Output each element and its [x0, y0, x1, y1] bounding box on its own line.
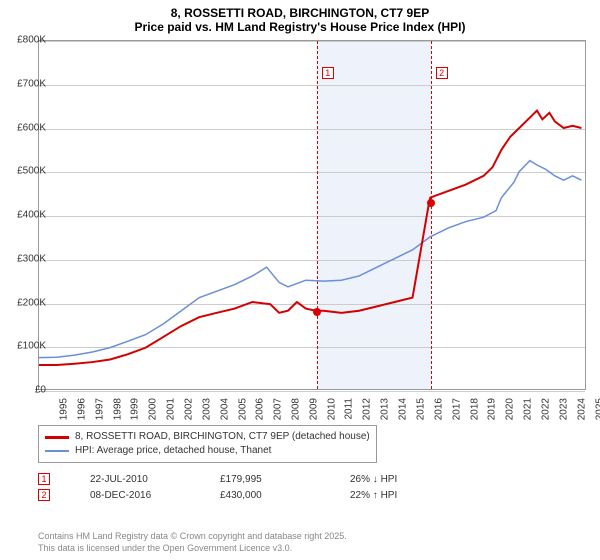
- x-axis-label: 2003: [201, 398, 212, 420]
- attribution-line2: This data is licensed under the Open Gov…: [38, 542, 347, 554]
- x-axis-label: 1997: [94, 398, 105, 420]
- legend-block: 8, ROSSETTI ROAD, BIRCHINGTON, CT7 9EP (…: [38, 425, 586, 505]
- x-axis-label: 2002: [183, 398, 194, 420]
- sale-marker-1: 1: [38, 473, 50, 485]
- legend-swatch-1: [45, 436, 69, 439]
- x-axis-label: 2013: [380, 398, 391, 420]
- sale-marker-2: 2: [38, 489, 50, 501]
- x-axis-label: 2009: [308, 398, 319, 420]
- x-axis-label: 2025: [594, 398, 600, 420]
- x-axis-label: 2014: [397, 398, 408, 420]
- legend-label-1: 8, ROSSETTI ROAD, BIRCHINGTON, CT7 9EP (…: [75, 430, 370, 444]
- x-axis-label: 2001: [165, 398, 176, 420]
- x-axis-label: 2022: [540, 398, 551, 420]
- y-axis-label: £700K: [6, 78, 46, 89]
- x-axis-label: 2006: [255, 398, 266, 420]
- x-axis-label: 2011: [343, 398, 354, 420]
- y-axis-label: £200K: [6, 297, 46, 308]
- x-axis-label: 2024: [576, 398, 587, 420]
- x-axis-label: 2016: [433, 398, 444, 420]
- x-axis-label: 1995: [58, 398, 69, 420]
- x-axis-label: 2018: [469, 398, 480, 420]
- attribution: Contains HM Land Registry data © Crown c…: [38, 530, 347, 554]
- x-axis-label: 1996: [76, 398, 87, 420]
- y-axis-label: £300K: [6, 253, 46, 264]
- x-axis-label: 2023: [558, 398, 569, 420]
- y-axis-label: £500K: [6, 166, 46, 177]
- x-axis-label: 2015: [415, 398, 426, 420]
- x-axis-label: 2012: [362, 398, 373, 420]
- x-axis-label: 2008: [290, 398, 301, 420]
- x-axis-label: 1999: [130, 398, 141, 420]
- chart-title-line2: Price paid vs. HM Land Registry's House …: [0, 20, 600, 34]
- legend-box: 8, ROSSETTI ROAD, BIRCHINGTON, CT7 9EP (…: [38, 425, 377, 463]
- x-axis-label: 2021: [522, 398, 533, 420]
- x-axis-label: 2007: [272, 398, 283, 420]
- x-axis-label: 2019: [487, 398, 498, 420]
- price-marker-dot: [427, 199, 435, 207]
- y-axis-label: £100K: [6, 341, 46, 352]
- x-axis-label: 2020: [505, 398, 516, 420]
- y-axis-label: £0: [6, 385, 46, 396]
- sale-price-1: £179,995: [220, 474, 350, 485]
- x-axis-label: 2005: [237, 398, 248, 420]
- x-axis-label: 1998: [112, 398, 123, 420]
- x-axis-label: 2004: [219, 398, 230, 420]
- attribution-line1: Contains HM Land Registry data © Crown c…: [38, 530, 347, 542]
- y-axis-label: £600K: [6, 122, 46, 133]
- chart-title-line1: 8, ROSSETTI ROAD, BIRCHINGTON, CT7 9EP: [0, 6, 600, 20]
- sale-delta-2: 22% ↑ HPI: [350, 490, 480, 501]
- x-axis-label: 2010: [326, 398, 337, 420]
- sale-date-1: 22-JUL-2010: [90, 474, 220, 485]
- x-axis-label: 2000: [148, 398, 159, 420]
- sale-date-2: 08-DEC-2016: [90, 490, 220, 501]
- sales-table: 1 22-JUL-2010 £179,995 26% ↓ HPI 2 08-DE…: [38, 473, 586, 501]
- chart-plot-area: 12: [38, 40, 586, 390]
- price-marker-dot: [313, 308, 321, 316]
- legend-swatch-2: [45, 450, 69, 452]
- sale-price-2: £430,000: [220, 490, 350, 501]
- legend-label-2: HPI: Average price, detached house, Than…: [75, 444, 271, 458]
- x-axis-label: 2017: [451, 398, 462, 420]
- y-axis-label: £400K: [6, 210, 46, 221]
- y-axis-label: £800K: [6, 35, 46, 46]
- sale-delta-1: 26% ↓ HPI: [350, 474, 480, 485]
